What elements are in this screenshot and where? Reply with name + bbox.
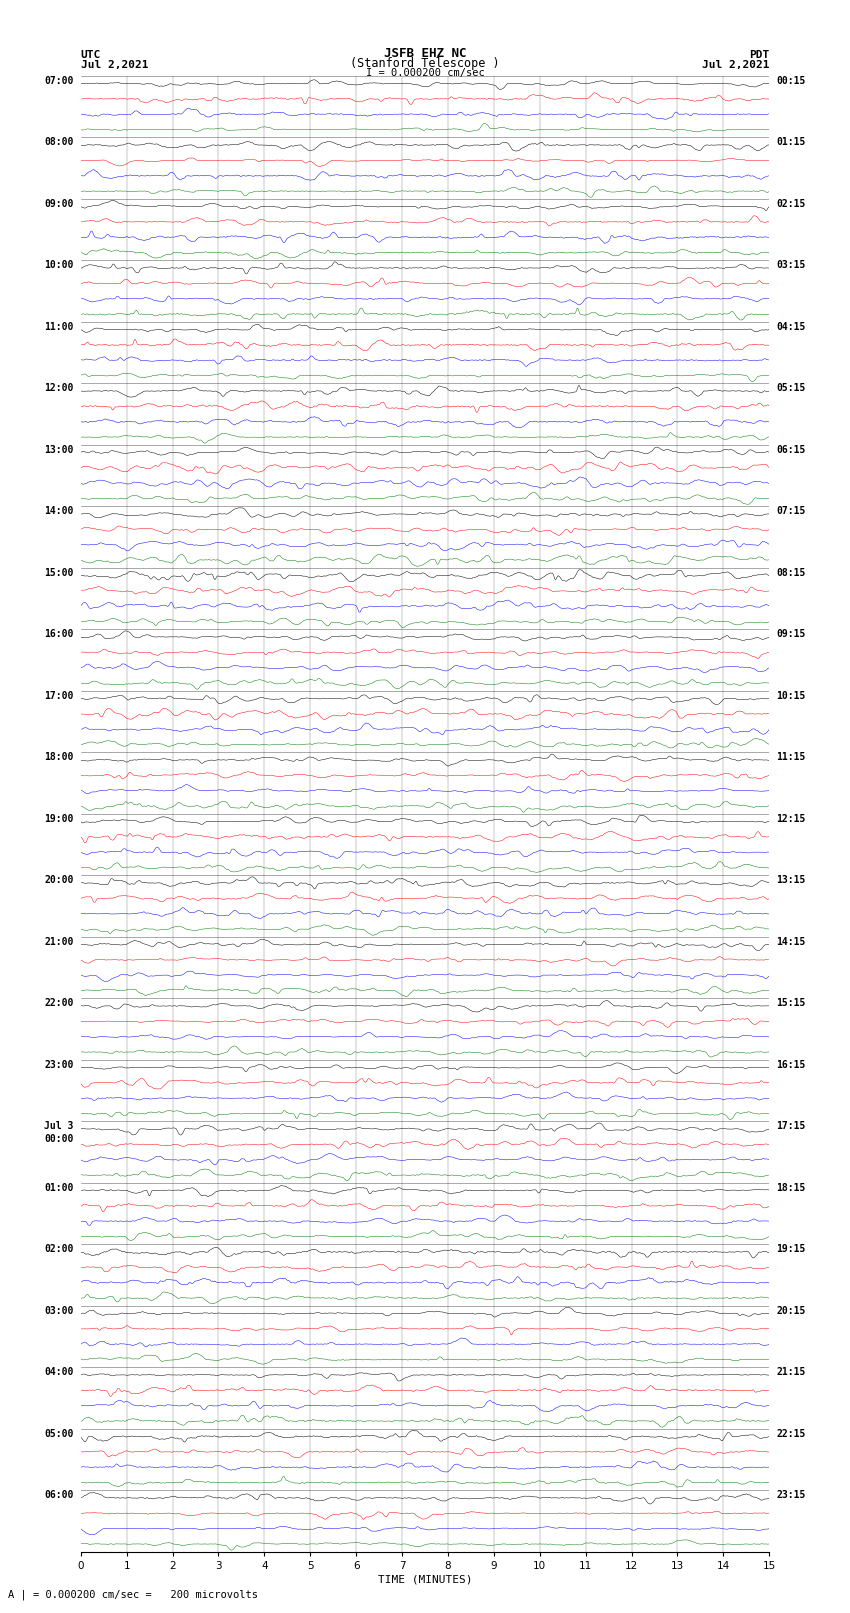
Text: 23:00: 23:00 (44, 1060, 74, 1069)
Text: 22:00: 22:00 (44, 998, 74, 1008)
Text: 02:00: 02:00 (44, 1244, 74, 1255)
Text: 00:00: 00:00 (44, 1134, 74, 1144)
Text: 14:15: 14:15 (776, 937, 806, 947)
Text: 21:00: 21:00 (44, 937, 74, 947)
Text: 10:15: 10:15 (776, 690, 806, 700)
Text: PDT: PDT (749, 50, 769, 60)
Text: 20:15: 20:15 (776, 1307, 806, 1316)
Text: 08:00: 08:00 (44, 137, 74, 147)
Text: 09:00: 09:00 (44, 198, 74, 208)
Text: 06:15: 06:15 (776, 445, 806, 455)
Text: 21:15: 21:15 (776, 1368, 806, 1378)
Text: 06:00: 06:00 (44, 1490, 74, 1500)
Text: 04:00: 04:00 (44, 1368, 74, 1378)
Text: 11:15: 11:15 (776, 752, 806, 763)
Text: Jul 3: Jul 3 (44, 1121, 74, 1131)
Text: 12:00: 12:00 (44, 384, 74, 394)
Text: 04:15: 04:15 (776, 323, 806, 332)
Text: 08:15: 08:15 (776, 568, 806, 577)
Text: Jul 2,2021: Jul 2,2021 (702, 60, 769, 71)
Text: 19:00: 19:00 (44, 815, 74, 824)
Text: 18:00: 18:00 (44, 752, 74, 763)
Text: 01:15: 01:15 (776, 137, 806, 147)
Text: JSFB EHZ NC: JSFB EHZ NC (383, 47, 467, 60)
Text: 05:15: 05:15 (776, 384, 806, 394)
Text: 16:00: 16:00 (44, 629, 74, 639)
Text: UTC: UTC (81, 50, 101, 60)
Text: I = 0.000200 cm/sec: I = 0.000200 cm/sec (366, 68, 484, 77)
Text: 17:00: 17:00 (44, 690, 74, 700)
Text: 13:15: 13:15 (776, 876, 806, 886)
Text: 18:15: 18:15 (776, 1182, 806, 1192)
Text: 05:00: 05:00 (44, 1429, 74, 1439)
Text: 11:00: 11:00 (44, 323, 74, 332)
Text: 20:00: 20:00 (44, 876, 74, 886)
X-axis label: TIME (MINUTES): TIME (MINUTES) (377, 1574, 473, 1586)
Text: 15:00: 15:00 (44, 568, 74, 577)
Text: 01:00: 01:00 (44, 1182, 74, 1192)
Text: 12:15: 12:15 (776, 815, 806, 824)
Text: 00:15: 00:15 (776, 76, 806, 85)
Text: 15:15: 15:15 (776, 998, 806, 1008)
Text: 09:15: 09:15 (776, 629, 806, 639)
Text: 03:15: 03:15 (776, 260, 806, 271)
Text: 23:15: 23:15 (776, 1490, 806, 1500)
Text: 10:00: 10:00 (44, 260, 74, 271)
Text: A | = 0.000200 cm/sec =   200 microvolts: A | = 0.000200 cm/sec = 200 microvolts (8, 1589, 258, 1600)
Text: (Stanford Telescope ): (Stanford Telescope ) (350, 56, 500, 71)
Text: 16:15: 16:15 (776, 1060, 806, 1069)
Text: 17:15: 17:15 (776, 1121, 806, 1131)
Text: 07:15: 07:15 (776, 506, 806, 516)
Text: 07:00: 07:00 (44, 76, 74, 85)
Text: 13:00: 13:00 (44, 445, 74, 455)
Text: 14:00: 14:00 (44, 506, 74, 516)
Text: 03:00: 03:00 (44, 1307, 74, 1316)
Text: 19:15: 19:15 (776, 1244, 806, 1255)
Text: 22:15: 22:15 (776, 1429, 806, 1439)
Text: 02:15: 02:15 (776, 198, 806, 208)
Text: Jul 2,2021: Jul 2,2021 (81, 60, 148, 71)
